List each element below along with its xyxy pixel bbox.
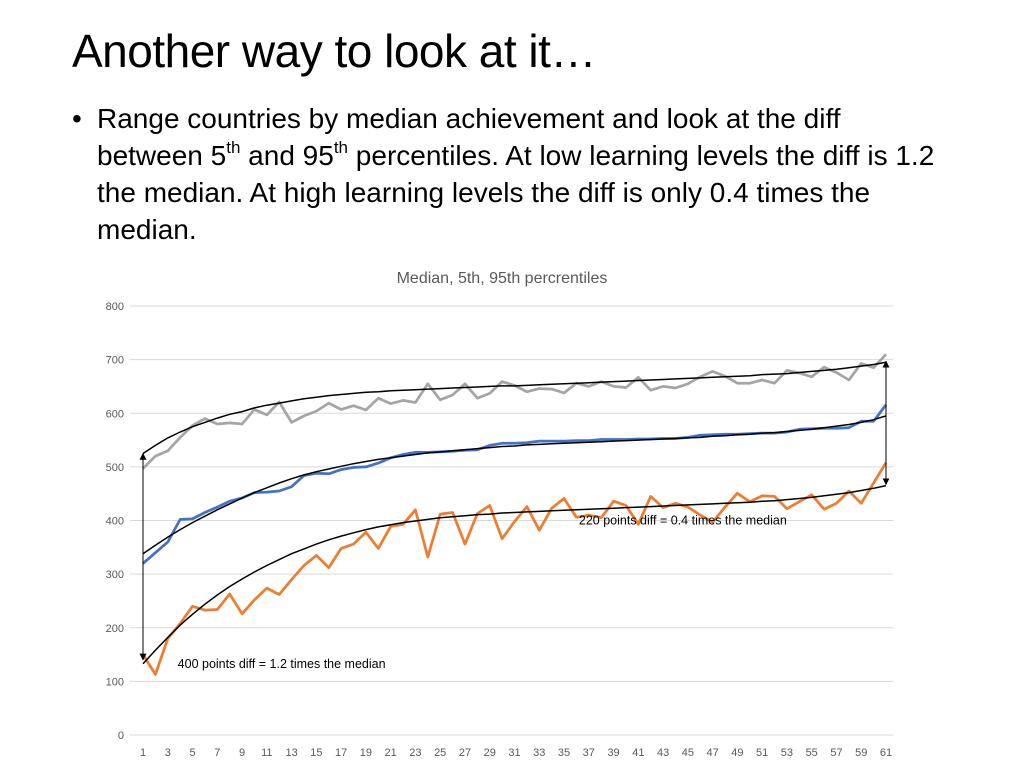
x-tick-label: 29 (484, 747, 496, 759)
trendline-1 (142, 361, 887, 455)
y-tick-label: 200 (106, 623, 124, 635)
x-tick-label: 5 (189, 747, 195, 759)
series-line-2 (142, 403, 888, 565)
bullet-text-part1: Range countries by median achievement an… (97, 103, 841, 171)
series-line-1 (142, 353, 888, 470)
y-tick-label: 300 (106, 569, 124, 581)
x-tick-label: 55 (806, 747, 818, 759)
bullet-list: • Range countries by median achievement a… (72, 100, 952, 248)
bullet-text-part3: percentiles. At low learning levels the … (97, 140, 935, 245)
x-tick-label: 7 (214, 747, 220, 759)
bullet-text-part2: and 95 (240, 140, 334, 171)
x-tick-label: 15 (310, 747, 322, 759)
y-tick-label: 700 (106, 355, 124, 367)
x-tick-label: 61 (880, 747, 892, 759)
x-tick-label: 25 (434, 747, 446, 759)
bullet-marker: • (72, 103, 82, 134)
x-tick-label: 1 (140, 747, 146, 759)
trendline-3 (142, 484, 887, 665)
y-tick-label: 100 (106, 676, 124, 688)
y-tick-label: 500 (106, 462, 124, 474)
y-tick-label: 600 (106, 408, 124, 420)
y-tick-label: 0 (118, 730, 124, 742)
trendline-2 (142, 415, 887, 555)
annotations: 400 points diff = 1.2 times the median 22… (139, 360, 890, 671)
bullet-item: • Range countries by median achievement a… (72, 100, 952, 248)
x-tick-label: 37 (583, 747, 595, 759)
x-tick-label: 23 (409, 747, 421, 759)
x-tick-label: 59 (855, 747, 867, 759)
annotation-label-1: 400 points diff = 1.2 times the median (178, 657, 386, 671)
x-tick-label: 41 (632, 747, 644, 759)
x-tick-label: 27 (459, 747, 471, 759)
y-tick-label: 800 (106, 301, 124, 313)
x-tick-label: 35 (558, 747, 570, 759)
bullet-superscript-th-1: th (226, 137, 241, 157)
x-tick-label: 3 (165, 747, 171, 759)
x-tick-label: 45 (682, 747, 694, 759)
x-tick-label: 53 (781, 747, 793, 759)
x-tick-label: 33 (533, 747, 545, 759)
y-tick-label: 400 (106, 516, 124, 528)
x-tick-label: 31 (508, 747, 520, 759)
x-tick-label: 57 (830, 747, 842, 759)
x-tick-label: 19 (360, 747, 372, 759)
y-axis-labels: 0 100 200 300 400 500 600 700 800 (106, 301, 124, 742)
x-axis-labels: 1 3 5 7 9 11 13 15 17 19 21 23 25 27 29 31 33 35 37 39 41 43 4… (140, 747, 892, 759)
x-tick-label: 11 (261, 747, 272, 759)
x-tick-label: 21 (385, 747, 397, 759)
slide-title: Another way to look at it… (72, 25, 596, 77)
annotation-label-2: 220 points diff = 0.4 times the median (579, 513, 787, 527)
x-tick-label: 43 (657, 747, 669, 759)
x-tick-label: 13 (285, 747, 297, 759)
x-tick-label: 39 (607, 747, 619, 759)
x-tick-label: 9 (239, 747, 245, 759)
bullet-superscript-th-2: th (333, 137, 349, 157)
series-line-3 (141, 461, 888, 676)
x-tick-label: 17 (335, 747, 347, 759)
x-tick-label: 47 (707, 747, 719, 759)
gridlines (130, 305, 893, 736)
trendlines (142, 361, 887, 665)
x-tick-label: 51 (756, 747, 768, 759)
x-tick-label: 49 (731, 747, 743, 759)
chart-title: Median, 5th, 95th percrentiles (397, 270, 608, 287)
